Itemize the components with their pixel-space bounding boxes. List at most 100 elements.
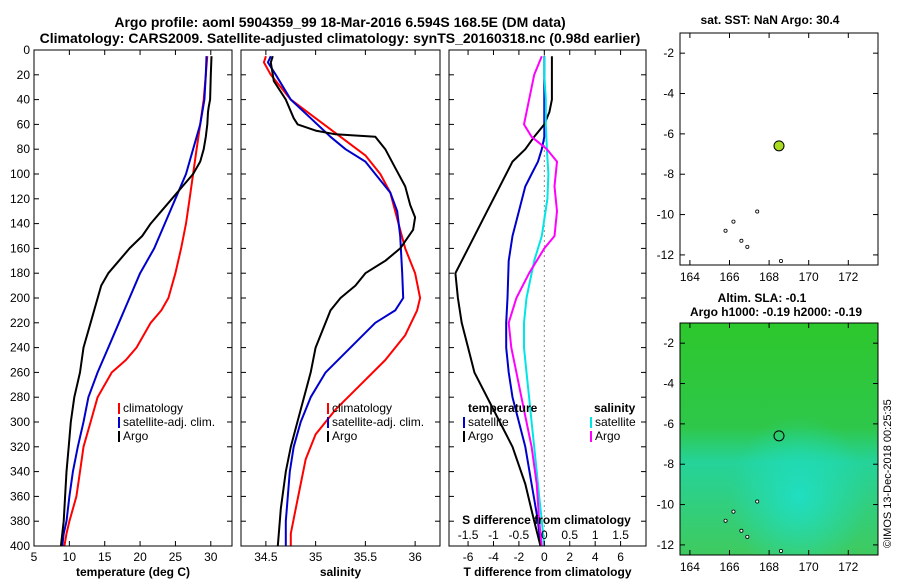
depth-tick-label: 120 [10, 192, 30, 206]
salinity-legend-label: satellite-adj. clim. [332, 415, 424, 429]
depth-tick-label: 320 [10, 440, 30, 454]
depth-tick-label: 140 [10, 217, 30, 231]
tdiff-x-tick-label: 2 [566, 550, 573, 564]
sst-map-y-tick-label: -2 [663, 46, 674, 60]
sla-map-island [739, 528, 744, 533]
sdiff-tick-label: -1.5 [458, 528, 479, 542]
sla-map-x-tick-label: 166 [719, 560, 739, 574]
sla-title: Altim. SLA: -0.1 [718, 291, 807, 305]
sla-map-sla-anomaly [680, 323, 878, 555]
depth-tick-label: 400 [10, 539, 30, 553]
diff-line-satellite-temperature [505, 56, 546, 547]
sst-map-y-tick-label: -10 [657, 208, 675, 222]
sla-map-island [755, 499, 760, 504]
temperature-x-tick-label: 30 [204, 550, 218, 564]
salinity-legend-label: climatology [332, 401, 392, 415]
temperature-legend-swatch [118, 417, 120, 428]
tdiff-x-tick-label: -6 [463, 550, 474, 564]
depth-tick-label: 40 [17, 93, 31, 107]
title-line-2: Climatology: CARS2009. Satellite-adjuste… [39, 30, 641, 46]
depth-tick-label: 180 [10, 266, 30, 280]
sla-map-y-tick-label: -2 [663, 336, 674, 350]
depth-tick-label: 380 [10, 514, 30, 528]
sst-map-island [723, 228, 728, 233]
salinity-legend-swatch [327, 417, 329, 428]
temperature-legend-label: satellite-adj. clim. [123, 415, 215, 429]
sdiff-tick-label: 0.5 [561, 528, 578, 542]
temperature-legend-label: climatology [123, 401, 183, 415]
temperature-legend-swatch [118, 403, 120, 414]
temperature-x-label: temperature (deg C) [76, 565, 190, 579]
sal-line-satellite-adj-clim- [266, 55, 405, 546]
depth-tick-label: 200 [10, 291, 30, 305]
sst-map-argo-marker [773, 140, 785, 152]
tdiff-legend-label: satellite [468, 415, 509, 429]
temp-line-climatology [63, 56, 209, 547]
sla-map-island [745, 534, 750, 539]
sdiff-tick-label: -0.5 [509, 528, 530, 542]
sla-map-y-tick-label: -4 [663, 377, 674, 391]
salinity-legend-swatch [327, 403, 329, 414]
sst-title: sat. SST: NaN Argo: 30.4 [701, 13, 840, 27]
sst-map-x-tick-label: 168 [759, 270, 779, 284]
timestamp-stamp: ©IMOS 13-Dec-2018 00:25:35 [882, 399, 894, 548]
sla-map-island [731, 509, 736, 514]
sst-map-y-tick-label: -6 [663, 127, 674, 141]
temperature-legend-label: Argo [123, 429, 149, 443]
sla-map-argo-marker [773, 430, 785, 442]
depth-tick-label: 80 [17, 142, 31, 156]
sdiff-legend-swatch [590, 431, 592, 442]
title-line-1: Argo profile: aoml 5904359_99 18-Mar-201… [114, 14, 566, 30]
sst-map-y-tick-label: -4 [663, 87, 674, 101]
salinity-x-tick-label: 35 [309, 550, 323, 564]
sst-map-island [755, 209, 760, 214]
temperature-x-tick-label: 5 [31, 550, 38, 564]
sst-map-island [739, 238, 744, 243]
sst-map-y-tick-label: -8 [663, 167, 674, 181]
depth-tick-label: 60 [17, 117, 31, 131]
sdiff-legend-label: Argo [595, 429, 621, 443]
salinity-x-tick-label: 35.5 [354, 550, 378, 564]
sal-line-climatology [262, 55, 422, 546]
sst-map-island [731, 219, 736, 224]
sdiff-legend-swatch [590, 417, 592, 428]
temperature-x-tick-label: 20 [133, 550, 147, 564]
tdiff-x-tick-label: 0 [541, 550, 548, 564]
sst-map-frame [679, 32, 879, 266]
tdiff-x-label: T difference from climatology [463, 565, 631, 579]
sdiff-tick-label: 0 [541, 528, 548, 542]
sla-map-y-tick-label: -10 [657, 498, 675, 512]
depth-tick-label: 20 [17, 68, 31, 82]
salinity-legend-swatch [327, 431, 329, 442]
depth-tick-label: 240 [10, 341, 30, 355]
depth-tick-label: 100 [10, 167, 30, 181]
tdiff-legend-swatch [463, 431, 465, 442]
sst-map-x-tick-label: 172 [838, 270, 858, 284]
tdiff-x-tick-label: -4 [488, 550, 499, 564]
sla-map-x-tick-label: 168 [759, 560, 779, 574]
sla-map-frame [679, 322, 879, 556]
salinity-x-tick-label: 36 [408, 550, 422, 564]
depth-tick-label: 220 [10, 316, 30, 330]
tdiff-x-tick-label: -2 [514, 550, 525, 564]
sdiff-tick-label: 1.5 [612, 528, 629, 542]
temperature-x-tick-label: 10 [63, 550, 77, 564]
depth-tick-label: 160 [10, 241, 30, 255]
sst-map-x-tick-label: 166 [719, 270, 739, 284]
salinity-x-label: salinity [320, 565, 362, 579]
sla-map-x-tick-label: 164 [680, 560, 700, 574]
sdiff-legend-label: satellite [595, 415, 636, 429]
tdiff-x-tick-label: 6 [617, 550, 624, 564]
depth-tick-label: 300 [10, 415, 30, 429]
sla-map-island [778, 548, 783, 553]
depth-tick-label: 280 [10, 390, 30, 404]
depth-tick-label: 0 [23, 43, 30, 57]
depth-tick-label: 340 [10, 465, 30, 479]
sla-map-y-tick-label: -12 [657, 538, 675, 552]
temperature-x-tick-label: 15 [98, 550, 112, 564]
diff-line-satellite-salinity [523, 56, 550, 547]
sst-map-x-tick-label: 164 [680, 270, 700, 284]
sdiff-axis-label: S difference from climatology [462, 513, 631, 527]
sdiff-tick-label: -1 [488, 528, 499, 542]
